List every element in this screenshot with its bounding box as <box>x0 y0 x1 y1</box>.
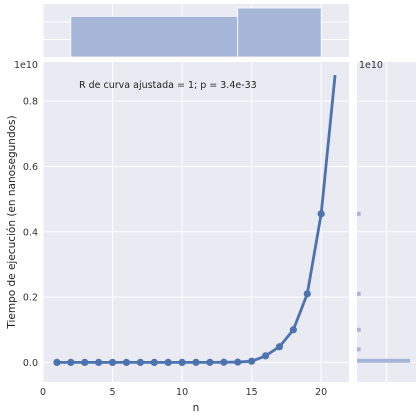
data-point <box>248 357 256 365</box>
x-tick-label: 10 <box>176 387 188 398</box>
y-tick-label: 0.8 <box>23 97 38 108</box>
data-point <box>81 358 89 367</box>
data-point <box>289 326 297 334</box>
data-point <box>108 358 117 367</box>
right-hist-bar <box>357 211 361 216</box>
main-plot-background <box>43 62 349 382</box>
data-point <box>234 358 242 366</box>
data-point <box>220 358 228 366</box>
data-point <box>150 358 158 367</box>
data-point <box>192 358 200 366</box>
data-point <box>95 358 103 367</box>
y-tick-label: 0.6 <box>23 162 38 173</box>
y-scale-exponent-marginal: 1e10 <box>359 60 383 71</box>
y-tick-label: 0.0 <box>23 358 38 369</box>
right-hist-bar <box>357 347 361 352</box>
y-tick-label: 0.4 <box>23 227 38 238</box>
tick-labels: 0 5 10 15 20 0.0 0.2 0.4 0.6 0.8 <box>23 97 327 398</box>
top-hist-bar <box>70 15 239 58</box>
data-point <box>275 343 284 351</box>
x-tick-label: 15 <box>246 387 258 398</box>
top-marginal-histogram <box>70 7 322 58</box>
data-point <box>164 358 172 367</box>
data-point <box>136 358 144 367</box>
data-point <box>67 358 75 367</box>
x-tick-label: 0 <box>40 387 46 398</box>
data-point <box>206 358 214 366</box>
data-point <box>303 290 311 298</box>
right-hist-bar <box>357 358 410 363</box>
data-point <box>122 358 131 367</box>
data-point <box>178 358 186 367</box>
right-hist-bar <box>357 291 361 296</box>
top-hist-bar <box>237 7 322 58</box>
y-tick-label: 0.2 <box>23 293 38 304</box>
data-point <box>317 210 325 218</box>
right-marginal-histogram <box>357 211 410 363</box>
data-point <box>53 358 61 367</box>
x-tick-label: 5 <box>110 387 116 398</box>
y-axis-label: Tiempo de ejecución (en nanosegundos) <box>6 115 18 329</box>
data-points <box>53 210 325 367</box>
data-point <box>261 352 270 360</box>
fit-annotation: R de curva ajustada = 1; p = 3.4e-33 <box>79 80 257 91</box>
y-scale-exponent-main: 1e10 <box>14 60 38 71</box>
x-tick-label: 20 <box>315 387 327 398</box>
x-axis-label: n <box>193 402 200 414</box>
right-hist-bar <box>357 327 361 332</box>
